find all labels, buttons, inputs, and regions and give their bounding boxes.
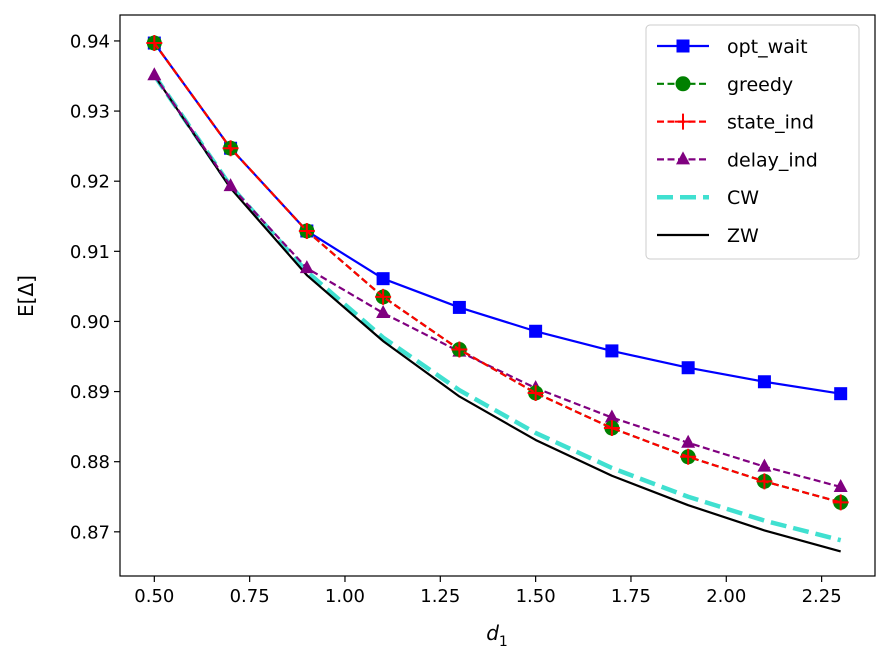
legend-marker (676, 151, 690, 165)
x-tick-label: 2.25 (802, 586, 842, 607)
data-point-state-ind (298, 222, 315, 239)
data-point-opt-wait (605, 344, 619, 358)
legend-item-cw: CW (657, 187, 759, 209)
series-layer (146, 35, 849, 553)
y-tick-label: 0.88 (70, 452, 110, 473)
legend-label: state_ind (727, 112, 814, 134)
data-point-state-ind (603, 420, 620, 437)
data-point-state-ind (451, 341, 468, 358)
legend-item-greedy: greedy (657, 74, 793, 96)
series-line-state-ind (153, 42, 841, 504)
legend-marker (676, 39, 690, 53)
legend-label: delay_ind (727, 149, 818, 171)
x-tick-label: 0.75 (230, 586, 270, 607)
legend-label: CW (727, 187, 759, 209)
legend-label: greedy (727, 74, 793, 96)
x-tick-label: 1.25 (420, 586, 460, 607)
data-point-delay-ind (147, 67, 162, 81)
data-point-delay-ind (223, 178, 238, 192)
data-point-opt-wait (529, 324, 543, 338)
data-point-state-ind (222, 140, 239, 157)
legend-label: opt_wait (727, 36, 808, 58)
data-point-opt-wait (452, 300, 466, 314)
data-point-delay-ind (757, 458, 772, 472)
data-point-state-ind (756, 473, 773, 490)
y-tick-label: 0.92 (70, 172, 110, 193)
x-axis: 0.50 0.75 1.00 1.25 1.50 1.75 2.00 2.25 (134, 576, 842, 607)
y-tick-label: 0.94 (70, 31, 110, 52)
series-line-delay-ind (153, 74, 841, 489)
series-opt-wait (147, 36, 848, 401)
plot-frame (119, 14, 876, 577)
legend-box (645, 24, 860, 260)
y-tick-label: 0.91 (70, 242, 110, 263)
data-point-delay-ind (681, 434, 696, 448)
series-line-cw (152, 74, 842, 543)
x-tick-label: 1.00 (325, 586, 365, 607)
data-point-state-ind (527, 384, 544, 401)
data-point-delay-ind (604, 409, 619, 423)
legend-marker (675, 113, 691, 130)
data-point-delay-ind (299, 260, 314, 274)
legend-item-opt-wait: opt_wait (657, 36, 808, 58)
x-tick-label: 0.50 (134, 586, 174, 607)
x-tick-label: 2.00 (706, 586, 746, 607)
data-point-opt-wait (376, 272, 390, 286)
data-point-state-ind (680, 448, 697, 465)
series-line-zw (153, 74, 841, 553)
y-tick-label: 0.87 (70, 522, 110, 543)
data-point-state-ind (146, 35, 163, 52)
legend-marker (675, 76, 691, 92)
legend-item-delay-ind: delay_ind (657, 149, 818, 171)
y-tick-label: 0.89 (70, 382, 110, 403)
y-axis-label: E[Δ] (14, 275, 38, 317)
data-point-state-ind (832, 494, 849, 511)
series-cw (152, 74, 842, 543)
data-point-opt-wait (757, 375, 771, 389)
data-point-state-ind (375, 288, 392, 305)
x-axis-label: d1 (486, 621, 508, 650)
legend-item-state-ind: state_ind (657, 112, 814, 134)
data-point-opt-wait (834, 387, 848, 401)
legend-label: ZW (727, 225, 759, 247)
x-tick-label: 1.75 (611, 586, 651, 607)
data-point-opt-wait (681, 361, 695, 375)
series-zw (153, 74, 841, 553)
data-point-delay-ind (376, 305, 391, 319)
y-tick-label: 0.90 (70, 312, 110, 333)
series-line-opt-wait (153, 42, 841, 395)
legend-item-zw: ZW (657, 225, 759, 247)
y-tick-label: 0.93 (70, 102, 110, 123)
data-point-delay-ind (833, 478, 848, 492)
x-tick-label: 1.50 (516, 586, 556, 607)
series-state-ind (146, 35, 849, 511)
y-axis: 0.87 0.88 0.89 0.90 0.91 0.92 0.93 0.94 (70, 31, 120, 543)
